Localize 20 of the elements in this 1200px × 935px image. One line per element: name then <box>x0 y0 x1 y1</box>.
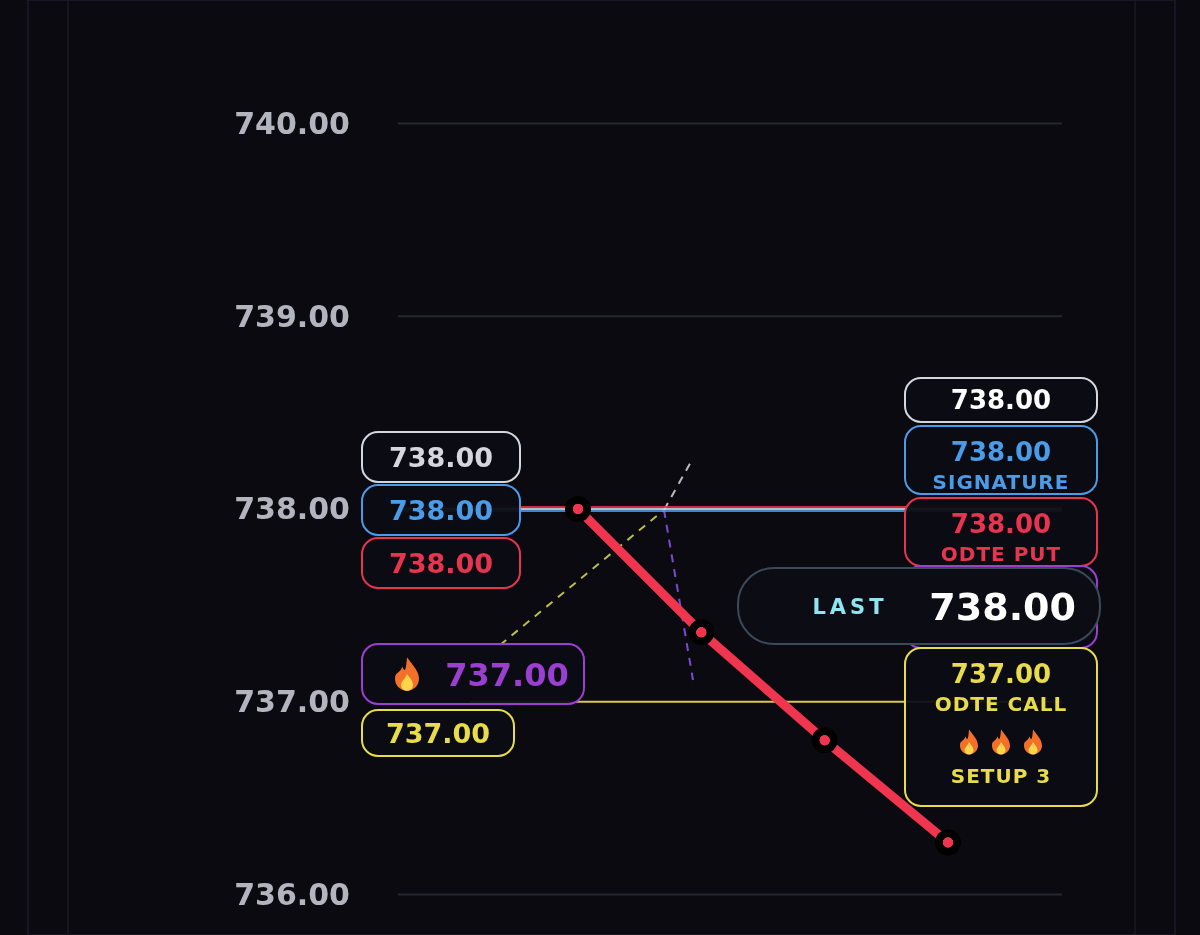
ref-line-label: ODTE PUT <box>940 542 1062 567</box>
y-tick-label: 737.00 <box>234 684 350 720</box>
y-tick-label: 740.00 <box>234 105 350 141</box>
annotation: 737.00 <box>445 655 569 694</box>
annotation: SETUP 3 <box>950 764 1052 789</box>
y-tick-label: 739.00 <box>234 298 350 334</box>
annotation: 738.00 <box>950 385 1052 416</box>
annotation: 738.00 <box>929 584 1076 629</box>
annotation: 738.00 <box>388 441 494 473</box>
y-tick-label: 736.00 <box>234 877 350 913</box>
annotation: 738.00 <box>388 547 494 579</box>
ref-line-label: SIGNATURE <box>932 470 1070 495</box>
annotation: 737.00 <box>385 717 491 749</box>
ref-line-label: ODTE CALL <box>934 692 1068 717</box>
annotation: 738.00 <box>388 494 494 526</box>
annotation: 738.00 <box>950 437 1052 468</box>
annotation: LAST <box>812 594 888 619</box>
annotation: 737.00 <box>950 659 1052 690</box>
y-tick-label: 738.00 <box>234 491 350 527</box>
annotation: 738.00 <box>950 509 1052 540</box>
